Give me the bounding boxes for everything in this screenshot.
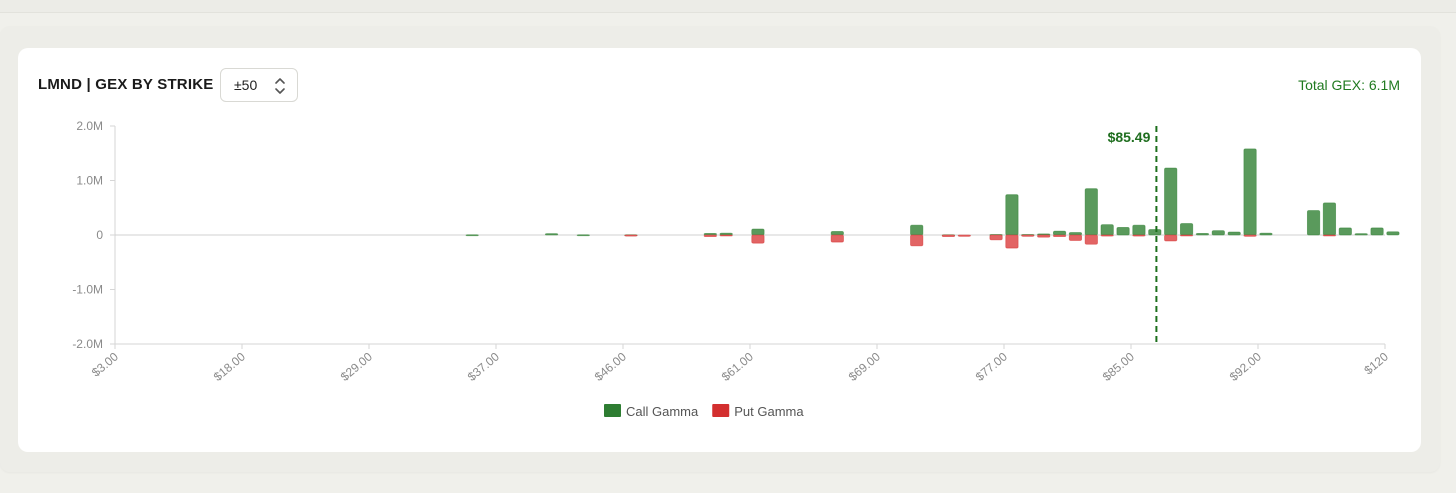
top-strip bbox=[0, 0, 1456, 13]
y-tick-label: 1.0M bbox=[76, 174, 103, 188]
put-gamma-bar bbox=[1084, 234, 1098, 245]
y-tick-label: 0 bbox=[96, 228, 103, 242]
put-gamma-bar bbox=[989, 234, 1003, 241]
legend-put-label: Put Gamma bbox=[734, 404, 804, 419]
legend-put-swatch bbox=[712, 404, 730, 417]
put-gamma-bar bbox=[1164, 234, 1178, 242]
range-select[interactable]: ±50 bbox=[220, 68, 298, 102]
call-gamma-bar bbox=[1354, 233, 1368, 236]
call-gamma-bar bbox=[1211, 230, 1225, 236]
call-gamma-bar bbox=[1338, 227, 1352, 236]
y-tick-label: 2.0M bbox=[76, 119, 103, 133]
call-gamma-bar bbox=[1132, 224, 1146, 236]
put-gamma-bar bbox=[1037, 234, 1051, 238]
call-gamma-bar bbox=[1164, 167, 1178, 236]
total-gex: Total GEX: 6.1M bbox=[1298, 77, 1400, 93]
current-price-label: $85.49 bbox=[1108, 129, 1151, 145]
put-gamma-bar bbox=[1100, 234, 1114, 237]
legend-call-label: Call Gamma bbox=[626, 404, 699, 419]
call-gamma-bar bbox=[1243, 148, 1257, 236]
call-gamma-bar bbox=[1322, 202, 1337, 236]
call-gamma-bar bbox=[1259, 232, 1273, 236]
call-gamma-bar bbox=[1195, 232, 1210, 236]
put-gamma-bar bbox=[957, 234, 971, 237]
call-gamma-bar bbox=[1005, 194, 1019, 236]
chevron-up-down-icon bbox=[275, 78, 285, 94]
put-gamma-bar bbox=[1052, 234, 1067, 238]
put-gamma-bar bbox=[1179, 234, 1194, 237]
put-gamma-bar bbox=[1021, 234, 1035, 237]
call-gamma-bar bbox=[1116, 226, 1130, 236]
call-gamma-bar bbox=[1227, 231, 1241, 236]
call-gamma-bar bbox=[544, 233, 559, 236]
call-gamma-bar bbox=[1100, 224, 1114, 236]
y-tick-label: -2.0M bbox=[72, 337, 103, 351]
call-gamma-bar bbox=[1052, 230, 1067, 236]
chart-title: LMND | GEX BY STRIKE bbox=[38, 76, 214, 93]
put-gamma-bar bbox=[1132, 234, 1146, 237]
put-gamma-bar bbox=[751, 234, 765, 244]
put-gamma-bar bbox=[830, 234, 844, 243]
put-gamma-bar bbox=[624, 234, 638, 237]
call-gamma-bar bbox=[1306, 210, 1321, 236]
call-gamma-bar bbox=[830, 231, 844, 236]
call-gamma-bar bbox=[1179, 223, 1194, 236]
call-gamma-bar bbox=[910, 224, 924, 236]
legend-call-swatch bbox=[604, 404, 621, 417]
call-gamma-bar bbox=[576, 234, 590, 237]
put-gamma-bar bbox=[1005, 234, 1019, 249]
range-select-value: ±50 bbox=[234, 77, 258, 93]
put-gamma-bar bbox=[941, 234, 956, 238]
call-gamma-bar bbox=[465, 234, 479, 237]
call-gamma-bar bbox=[1084, 188, 1098, 236]
call-gamma-bar bbox=[1386, 231, 1400, 236]
y-tick-label: -1.0M bbox=[72, 283, 103, 297]
put-gamma-bar bbox=[910, 234, 924, 247]
chart-card bbox=[18, 48, 1421, 452]
put-gamma-bar bbox=[1322, 234, 1337, 237]
put-gamma-bar bbox=[703, 234, 717, 238]
call-gamma-bar bbox=[751, 228, 765, 236]
put-gamma-bar bbox=[1243, 234, 1257, 237]
put-gamma-bar bbox=[1068, 234, 1083, 241]
put-gamma-bar bbox=[719, 234, 733, 237]
call-gamma-bar bbox=[1370, 227, 1384, 236]
call-gamma-bar bbox=[1148, 229, 1162, 236]
